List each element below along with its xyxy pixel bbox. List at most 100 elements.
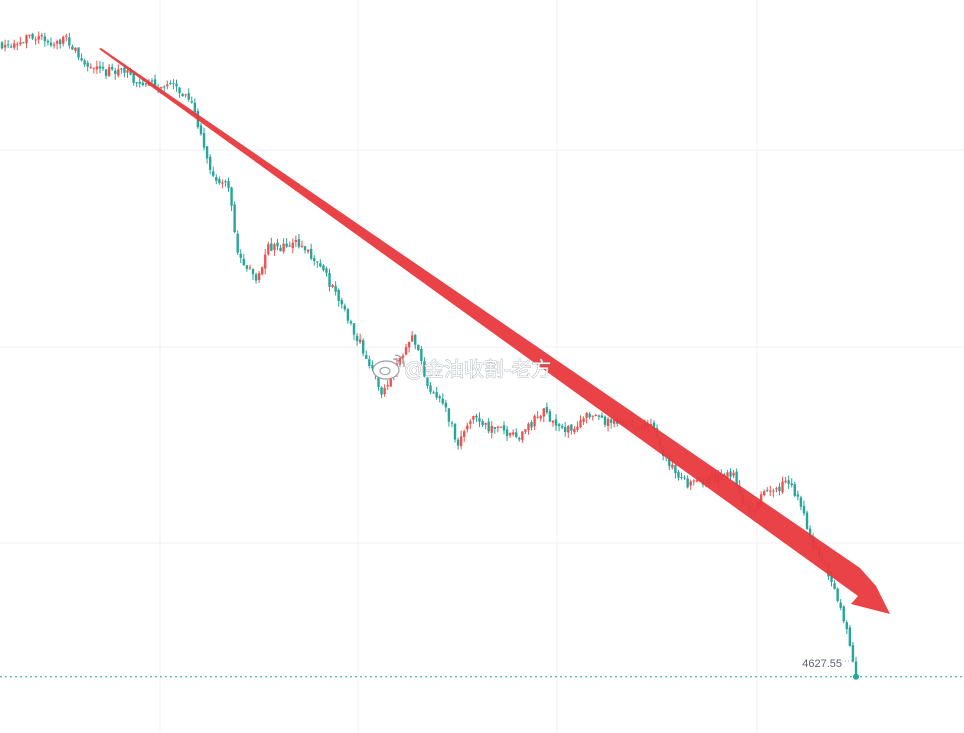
candle (80, 53, 83, 62)
current-price-label: 4627.55 (802, 658, 842, 670)
candle (328, 268, 331, 292)
candle (609, 417, 613, 429)
candle (322, 264, 325, 272)
candle-body (417, 344, 420, 351)
candle-body (358, 339, 362, 343)
candle-body (62, 36, 65, 44)
candle (680, 472, 683, 480)
candle-body (680, 477, 683, 479)
candle (414, 333, 417, 350)
candle (536, 410, 539, 419)
candle (49, 37, 53, 48)
candle-body (475, 415, 478, 418)
candle-body (383, 387, 386, 395)
candle (557, 422, 561, 432)
candle (371, 360, 374, 372)
candle (86, 60, 89, 72)
candle-body (505, 429, 509, 436)
candle (199, 122, 203, 136)
candle-body (248, 267, 252, 269)
candle (524, 429, 527, 435)
candle-body (0, 42, 4, 49)
candle-body (564, 426, 567, 433)
candle (340, 297, 343, 309)
candle-body (466, 425, 469, 430)
candle-body (836, 588, 839, 601)
candle-body (450, 422, 454, 424)
candle (144, 82, 148, 88)
candle-body (74, 47, 77, 51)
candle (518, 436, 521, 442)
candle-body (453, 423, 457, 440)
candle-body (557, 424, 561, 427)
candle (273, 242, 276, 256)
candle-body (349, 321, 353, 324)
candle (564, 421, 567, 437)
candle-body (65, 35, 68, 37)
candle-body (848, 627, 852, 647)
candle (349, 319, 353, 326)
candle-body (294, 239, 298, 242)
candle (380, 386, 383, 398)
candle-body (790, 483, 793, 486)
candle-body (527, 423, 530, 430)
candle (459, 430, 463, 450)
candle (778, 482, 781, 496)
candle (257, 270, 261, 283)
candle-body (126, 70, 129, 73)
candle-body (273, 244, 276, 250)
candle-body (242, 258, 246, 266)
candle (548, 408, 552, 422)
candle (46, 39, 50, 46)
candle (334, 281, 337, 296)
candle-body (612, 419, 616, 424)
candle-body (469, 421, 472, 424)
candle (478, 412, 481, 428)
candle-body (487, 421, 490, 432)
candle-body (423, 361, 426, 377)
candle-body (322, 265, 325, 271)
candle-body (34, 39, 37, 41)
candle (848, 625, 852, 647)
candle (453, 423, 457, 443)
candle-body (380, 387, 383, 395)
candle-body (71, 46, 74, 50)
candle (19, 36, 22, 46)
candle-body (603, 416, 607, 425)
candle (576, 421, 579, 433)
candle (784, 476, 787, 484)
candle-body (178, 87, 181, 94)
candle-body (288, 245, 291, 247)
candle (499, 426, 503, 428)
candle-body (518, 437, 521, 440)
candle-body (309, 249, 313, 259)
candle (267, 241, 270, 256)
candle (260, 266, 264, 276)
candle (95, 60, 99, 74)
candle (68, 32, 71, 49)
candle-body (135, 82, 138, 84)
candle-body (346, 309, 350, 321)
candle (582, 416, 585, 425)
candle (368, 355, 371, 369)
candle-body (230, 187, 233, 206)
candle-body (150, 80, 154, 82)
candle-body (493, 427, 497, 429)
candle-body (441, 398, 444, 404)
candle-body (732, 472, 735, 476)
candle-body (236, 233, 239, 253)
candle (426, 376, 429, 389)
candle (597, 414, 601, 421)
candle-body (215, 177, 218, 181)
candle-body (426, 376, 429, 386)
candle (313, 255, 316, 266)
candle-body (328, 272, 331, 287)
candle-body (432, 392, 435, 394)
candle-body (484, 422, 487, 425)
candle (205, 145, 209, 164)
candle-body (845, 622, 849, 630)
candle-body (19, 42, 22, 45)
candle-body (153, 79, 157, 89)
candle (202, 127, 206, 151)
